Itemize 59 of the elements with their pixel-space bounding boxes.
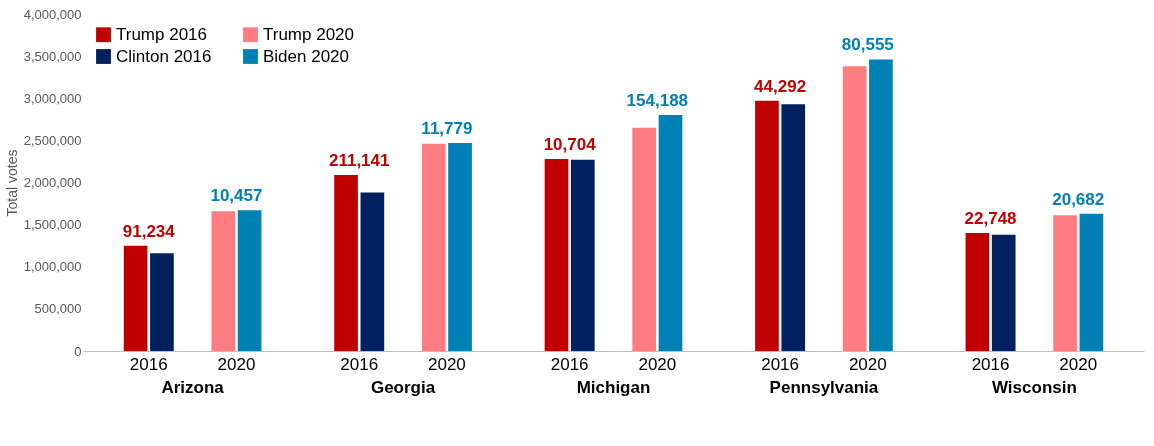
text: Michigan [576, 378, 651, 397]
y-tick-label: 0 [74, 343, 82, 359]
bar [991, 234, 1016, 351]
annotation: 10,704 [543, 134, 597, 154]
annotation: 80,555 [841, 35, 894, 55]
y-tick-label: 4,000,000 [23, 6, 82, 22]
x-tick-label: 2016 [550, 355, 589, 374]
text: Arizona [161, 378, 225, 397]
bar [842, 66, 867, 351]
y-tick-label: 2,500,000 [23, 132, 82, 148]
bar [334, 174, 358, 351]
bar [360, 192, 385, 351]
bar [123, 245, 148, 351]
legend-label: Clinton 2016 [116, 46, 212, 66]
annotation: 44,292 [754, 76, 807, 96]
bar [1079, 213, 1104, 351]
y-tick-label: 2,000,000 [23, 175, 82, 190]
x-tick-label: 2016 [971, 355, 1010, 374]
bar [421, 143, 446, 351]
x-tick-label: 2016 [340, 355, 379, 374]
x-tick-label: 2020 [427, 355, 466, 374]
annotation: 154,188 [626, 91, 689, 111]
annotation: 10,457 [210, 186, 263, 206]
x-tick-label: 2016 [761, 355, 800, 374]
annotation: 211,141 [328, 150, 390, 170]
bar [237, 210, 262, 351]
annotation: 11,779 [421, 118, 473, 138]
y-tick-label: 3,000,000 [23, 90, 82, 106]
x-tick-label: 2020 [848, 355, 887, 374]
x-tick-label: 2020 [217, 355, 256, 374]
bar [781, 104, 806, 351]
bar [570, 159, 595, 351]
x-tick-label: 2020 [1059, 355, 1098, 374]
bar [869, 59, 893, 351]
y-tick-label: 1,500,000 [23, 217, 82, 233]
bar [448, 142, 472, 351]
y-tick-label: 500,000 [34, 301, 82, 317]
text: Pennsylvania [769, 378, 879, 397]
legend-label: Trump 2016 [116, 24, 208, 44]
y-tick-label: 1,000,000 [23, 259, 82, 275]
bar [544, 158, 569, 351]
bar [1053, 215, 1077, 351]
legend-label: Biden 2020 [263, 46, 350, 66]
x-tick-label: 2016 [129, 355, 168, 374]
y-axis-title: Total votes [3, 149, 20, 217]
annotation: 20,682 [1052, 189, 1105, 209]
bar [658, 115, 683, 351]
bar [632, 127, 657, 351]
bar [965, 233, 990, 351]
text: Wisconsin [991, 378, 1077, 397]
bar [211, 211, 236, 351]
y-tick-label: 3,500,000 [23, 48, 82, 64]
x-tick-label: 2020 [638, 355, 677, 374]
bar [755, 100, 779, 351]
annotation: 91,234 [122, 221, 176, 241]
legend-label: Trump 2020 [263, 24, 355, 44]
text: Georgia [370, 378, 436, 397]
bar [150, 253, 174, 351]
annotation: 22,748 [964, 209, 1017, 229]
